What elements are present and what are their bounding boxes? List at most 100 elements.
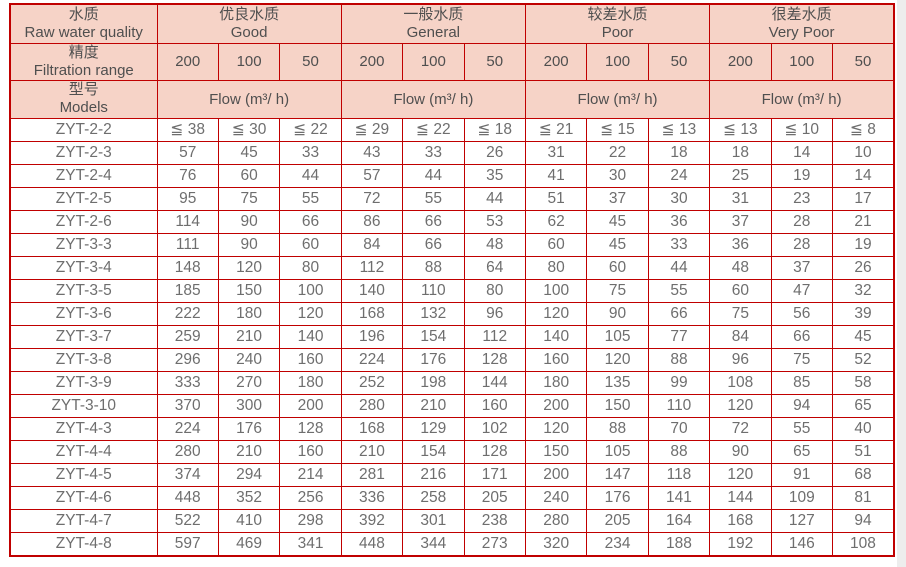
table-row: ZYT-3-10 370 300 200 280 210 160 200 150 110 120 94… xyxy=(9,393,895,418)
flow-value-cell: 105 xyxy=(586,324,649,349)
model-cell: ZYT-3-7 xyxy=(9,324,158,349)
flow-value-cell: 76 xyxy=(156,163,219,188)
table-row: ZYT-4-3 224 176 128 168 129 102 120 88 70 72 55 40 xyxy=(9,416,895,441)
flow-value-cell: 40 xyxy=(831,416,895,441)
header-raw-water-quality: 水质 Raw water quality xyxy=(9,3,158,44)
flow-value-cell: 88 xyxy=(402,255,465,280)
flow-value-cell: 102 xyxy=(463,416,526,441)
flow-value-cell: 109 xyxy=(770,485,833,510)
flow-value-cell: 26 xyxy=(463,140,526,165)
table-row: ZYT-3-7 259 210 140 196 154 112 140 105 77 84 66 45 xyxy=(9,324,895,349)
flow-value-cell: 188 xyxy=(647,531,711,556)
flow-value-cell: 80 xyxy=(524,255,588,280)
flow-value-cell: 118 xyxy=(647,462,711,487)
flow-value-cell: 75 xyxy=(217,186,281,211)
model-cell: ZYT-4-5 xyxy=(9,462,158,487)
flow-value-cell: 216 xyxy=(402,462,465,487)
flow-value-cell: 66 xyxy=(647,301,711,326)
precision-cell: 50 xyxy=(463,42,526,81)
flow-value-cell: 120 xyxy=(586,347,649,372)
precision-cell: 100 xyxy=(217,42,281,81)
flow-value-cell: 64 xyxy=(463,255,526,280)
model-cell: ZYT-2-3 xyxy=(9,140,158,165)
flow-value-cell: 144 xyxy=(463,370,526,395)
flow-value-cell: 88 xyxy=(647,439,711,464)
flow-value-cell: 238 xyxy=(463,508,526,533)
flow-value-cell: 94 xyxy=(831,508,895,533)
flow-value-cell: 168 xyxy=(340,416,404,441)
header-group-very-poor-en: Very Poor xyxy=(768,23,835,41)
flow-value-cell: 52 xyxy=(831,347,895,372)
table-row: ZYT-3-4 148 120 80 112 88 64 80 60 44 48 37 26 xyxy=(9,255,895,280)
flow-value-cell: 110 xyxy=(402,278,465,303)
flow-value-cell: 128 xyxy=(463,347,526,372)
header-row-water-quality: 水质 Raw water quality 优良水质 Good 一般水质 Gene… xyxy=(9,3,895,44)
flow-value-cell: 37 xyxy=(770,255,833,280)
flow-value-cell: 160 xyxy=(279,347,342,372)
flow-value-cell: 14 xyxy=(770,140,833,165)
flow-value-cell: 192 xyxy=(709,531,772,556)
header-row-filtration: 精度 Filtration range 200 100 50 200 100 5… xyxy=(9,42,895,81)
header-filtration-range-cn: 精度 xyxy=(68,43,99,61)
flow-value-cell: 111 xyxy=(156,232,219,257)
flow-value-cell: 18 xyxy=(647,140,711,165)
flow-value-cell: 31 xyxy=(524,140,588,165)
flow-value-cell: 280 xyxy=(156,439,219,464)
flow-value-cell: 108 xyxy=(831,531,895,556)
flow-value-cell: 224 xyxy=(156,416,219,441)
flow-value-cell: 48 xyxy=(463,232,526,257)
header-group-good-en: Good xyxy=(230,23,268,41)
flow-value-cell: 210 xyxy=(402,393,465,418)
flow-value-cell: 160 xyxy=(279,439,342,464)
flow-value-cell: 96 xyxy=(709,347,772,372)
table-row: ZYT-4-4 280 210 160 210 154 128 150 105 88 90 65 51 xyxy=(9,439,895,464)
flow-value-cell: 22 xyxy=(586,140,649,165)
flow-value-cell: 205 xyxy=(463,485,526,510)
table-row: ZYT-4-5 374 294 214 281 216 171 200 147 118 120 91 6… xyxy=(9,462,895,487)
flow-value-cell: 84 xyxy=(340,232,404,257)
flow-value-cell: 281 xyxy=(340,462,404,487)
flow-value-cell: 66 xyxy=(279,209,342,234)
flow-value-cell: 65 xyxy=(770,439,833,464)
flow-value-cell: 171 xyxy=(463,462,526,487)
flow-value-cell: 140 xyxy=(279,324,342,349)
flow-value-cell: 140 xyxy=(340,278,404,303)
flow-value-cell: 100 xyxy=(524,278,588,303)
table-row: ZYT-3-9 333 270 180 252 198 144 180 135 99 108 85 58 xyxy=(9,370,895,395)
flow-value-cell: 273 xyxy=(463,531,526,556)
flow-value-cell: ≦ 21 xyxy=(524,117,588,142)
flow-value-cell: 164 xyxy=(647,508,711,533)
flow-value-cell: 176 xyxy=(402,347,465,372)
flow-value-cell: 168 xyxy=(709,508,772,533)
model-cell: ZYT-2-6 xyxy=(9,209,158,234)
model-cell: ZYT-4-7 xyxy=(9,508,158,533)
flow-value-cell: 259 xyxy=(156,324,219,349)
flow-value-cell: 370 xyxy=(156,393,219,418)
flow-value-cell: 374 xyxy=(156,462,219,487)
flow-value-cell: 75 xyxy=(709,301,772,326)
flow-value-cell: ≦ 10 xyxy=(770,117,833,142)
flow-label-cell: Flow (m³/ h) xyxy=(709,79,895,119)
flow-value-cell: 410 xyxy=(217,508,281,533)
flow-value-cell: ≦ 13 xyxy=(647,117,711,142)
flow-value-cell: 48 xyxy=(709,255,772,280)
flow-value-cell: 448 xyxy=(156,485,219,510)
flow-value-cell: 294 xyxy=(217,462,281,487)
flow-value-cell: 36 xyxy=(647,209,711,234)
flow-value-cell: 55 xyxy=(402,186,465,211)
flow-value-cell: 140 xyxy=(524,324,588,349)
flow-value-cell: 44 xyxy=(647,255,711,280)
model-cell: ZYT-4-3 xyxy=(9,416,158,441)
flow-value-cell: 341 xyxy=(279,531,342,556)
flow-value-cell: 180 xyxy=(217,301,281,326)
header-raw-water-quality-en: Raw water quality xyxy=(24,23,143,41)
flow-value-cell: 100 xyxy=(279,278,342,303)
flow-value-cell: 85 xyxy=(770,370,833,395)
flow-value-cell: 224 xyxy=(340,347,404,372)
table-row: ZYT-2-2 ≦ 38 ≦ 30 ≦ 22 ≦ 29 ≦ 22 ≦ 18 ≦ 21 ≦ 15 ≦… xyxy=(9,117,895,142)
flow-value-cell: 55 xyxy=(647,278,711,303)
flow-value-cell: 333 xyxy=(156,370,219,395)
header-models: 型号 Models xyxy=(9,79,158,119)
flow-value-cell: 66 xyxy=(402,232,465,257)
flow-value-cell: 135 xyxy=(586,370,649,395)
